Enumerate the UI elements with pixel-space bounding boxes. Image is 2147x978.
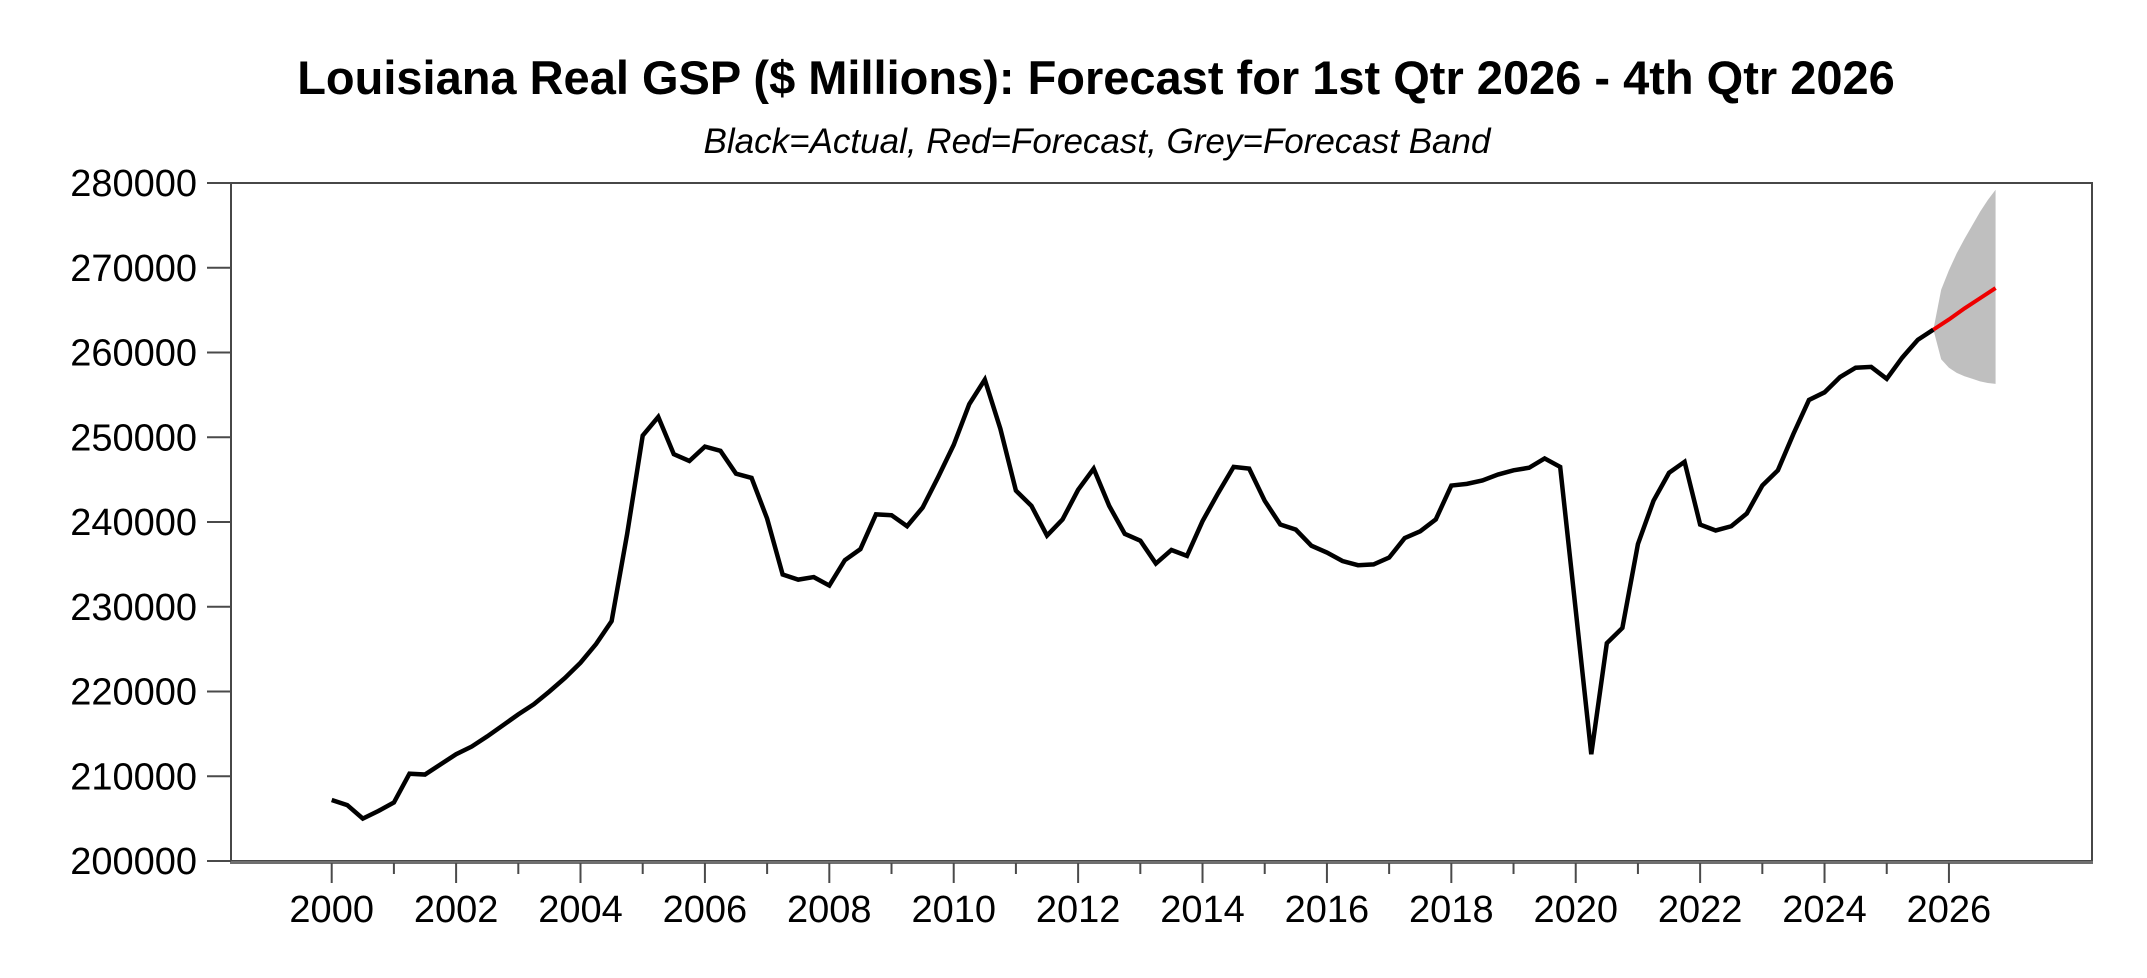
x-axis-tick-label: 2022 [1658, 889, 1743, 931]
plot-frame [230, 182, 2093, 862]
x-axis-tick-label: 2000 [289, 889, 374, 931]
y-axis-tick-label: 210000 [70, 756, 197, 798]
x-axis-tick-label: 2020 [1533, 889, 1618, 931]
x-axis-tick-label: 2026 [1907, 889, 1992, 931]
x-axis-tick-label: 2008 [787, 889, 872, 931]
x-axis-tick-label: 2014 [1160, 889, 1245, 931]
y-axis-tick-label: 250000 [70, 417, 197, 459]
x-axis-tick-label: 2018 [1409, 889, 1494, 931]
x-axis-tick-label: 2012 [1036, 889, 1121, 931]
forecast-band-area [1933, 189, 1996, 384]
x-axis-tick-label: 2024 [1782, 889, 1867, 931]
y-axis-tick-label: 260000 [70, 333, 197, 375]
actual-series-line [331, 327, 1935, 822]
x-axis-tick-label: 2002 [414, 889, 499, 931]
y-axis-tick-label: 200000 [70, 841, 197, 883]
y-axis-tick-label: 230000 [70, 587, 197, 629]
x-axis-tick-label: 2004 [538, 889, 623, 931]
x-axis-tick-label: 2010 [911, 889, 996, 931]
y-axis-tick-label: 280000 [70, 163, 197, 205]
y-axis-tick-label: 240000 [70, 502, 197, 544]
y-axis-tick-label: 270000 [70, 248, 197, 290]
x-axis-tick-label: 2016 [1285, 889, 1370, 931]
y-axis-tick-label: 220000 [70, 672, 197, 714]
chart-title: Louisiana Real GSP ($ Millions): Forecas… [297, 51, 1895, 104]
chart-subtitle: Black=Actual, Red=Forecast, Grey=Forecas… [703, 122, 1491, 161]
x-axis-tick-label: 2006 [663, 889, 748, 931]
forecast-series-line [1932, 286, 1997, 332]
